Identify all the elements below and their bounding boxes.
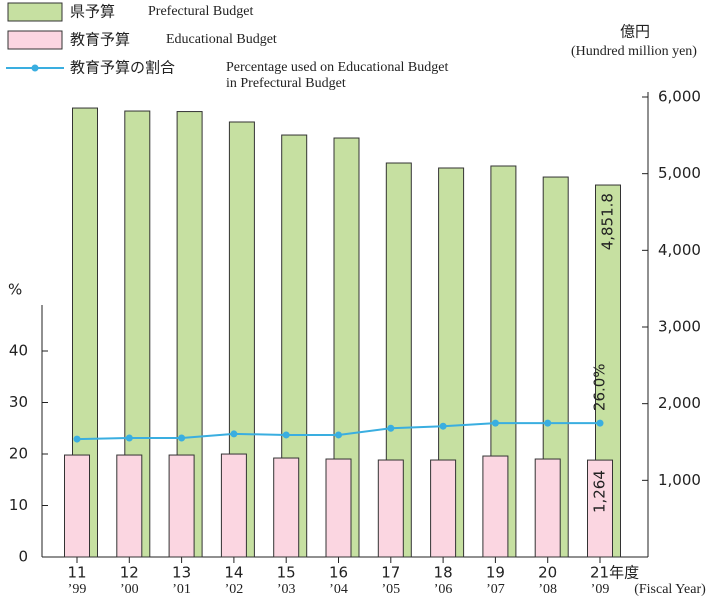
value-label: 26.0% <box>591 363 609 411</box>
x-tick-label: 15 <box>277 564 296 582</box>
value-label: 4,851.8 <box>599 193 617 250</box>
x-tick-label-en: ’09 <box>591 582 610 597</box>
value-label: 1,264 <box>591 470 609 513</box>
x-tick-label: 20 <box>538 564 557 582</box>
bar <box>273 457 300 558</box>
point <box>178 434 186 442</box>
x-tick-label: 19 <box>486 564 505 582</box>
legend-label: 教育予算の割合 <box>70 59 175 77</box>
point <box>73 435 81 443</box>
legend-label: 教育予算 <box>70 31 130 49</box>
x-tick-label-en: ’07 <box>486 582 505 597</box>
x-tick-label-en: ’04 <box>329 582 348 597</box>
x-tick-label-en: ’06 <box>434 582 453 597</box>
legend-label-en: in Prefectural Budget <box>226 76 346 91</box>
point <box>230 430 238 438</box>
y-tick-label: 6,000 <box>658 88 701 106</box>
x-tick-label: 11 <box>67 564 86 582</box>
legend-swatch <box>31 64 39 72</box>
x-tick-label-en: ’03 <box>277 582 296 597</box>
y2-tick-label: 0 <box>18 548 28 566</box>
x-tick-label: 21年度 <box>590 564 639 582</box>
point <box>125 434 133 442</box>
x-tick-label: 18 <box>434 564 453 582</box>
bar <box>325 458 352 558</box>
y-tick-label: 3,000 <box>658 318 701 336</box>
legend-label-en: Educational Budget <box>166 32 277 47</box>
bar <box>377 459 404 558</box>
y-tick-label: 5,000 <box>658 164 701 182</box>
point <box>596 419 604 427</box>
x-title: (Fiscal Year) <box>634 582 706 597</box>
y-tick-label: 2,000 <box>658 394 701 412</box>
point <box>491 419 499 427</box>
point <box>282 431 290 439</box>
legend-label-en: Prefectural Budget <box>148 4 253 19</box>
y-title: 億円 <box>620 23 650 41</box>
y2-tick-label: 20 <box>9 445 28 463</box>
x-tick-label-en: ’02 <box>225 582 244 597</box>
bar <box>430 459 457 558</box>
point <box>387 424 395 432</box>
x-tick-label: 13 <box>172 564 191 582</box>
x-tick-label: 14 <box>224 564 243 582</box>
x-tick-label-en: ’08 <box>538 582 557 597</box>
x-tick-label: 17 <box>381 564 400 582</box>
bar <box>534 458 561 558</box>
y2-tick-label: 10 <box>9 496 28 514</box>
bar <box>482 455 509 558</box>
x-tick-label: 16 <box>329 564 348 582</box>
y2-title: % <box>8 281 22 299</box>
legend-label: 県予算 <box>70 3 115 21</box>
legend-swatch <box>7 30 63 50</box>
point <box>544 419 552 427</box>
x-tick-label-en: ’05 <box>381 582 400 597</box>
legend-label-en: Percentage used on Educational Budget <box>226 60 448 75</box>
x-tick-label: 12 <box>120 564 139 582</box>
bar <box>220 453 247 558</box>
y2-tick-label: 40 <box>9 342 28 360</box>
bar <box>587 459 613 558</box>
x-tick-label-en: ’01 <box>172 582 191 597</box>
point <box>335 431 342 439</box>
y-title-en: (Hundred million yen) <box>571 44 697 59</box>
y2-tick-label: 30 <box>9 393 28 411</box>
y-tick-label: 1,000 <box>658 471 701 489</box>
point <box>439 422 447 430</box>
bar <box>116 454 143 558</box>
y-tick-label: 4,000 <box>658 241 701 259</box>
bar <box>168 454 195 558</box>
bar <box>64 454 90 558</box>
x-tick-label-en: ’00 <box>120 582 139 597</box>
legend-swatch <box>7 2 63 22</box>
x-tick-label-en: ’99 <box>68 582 87 597</box>
